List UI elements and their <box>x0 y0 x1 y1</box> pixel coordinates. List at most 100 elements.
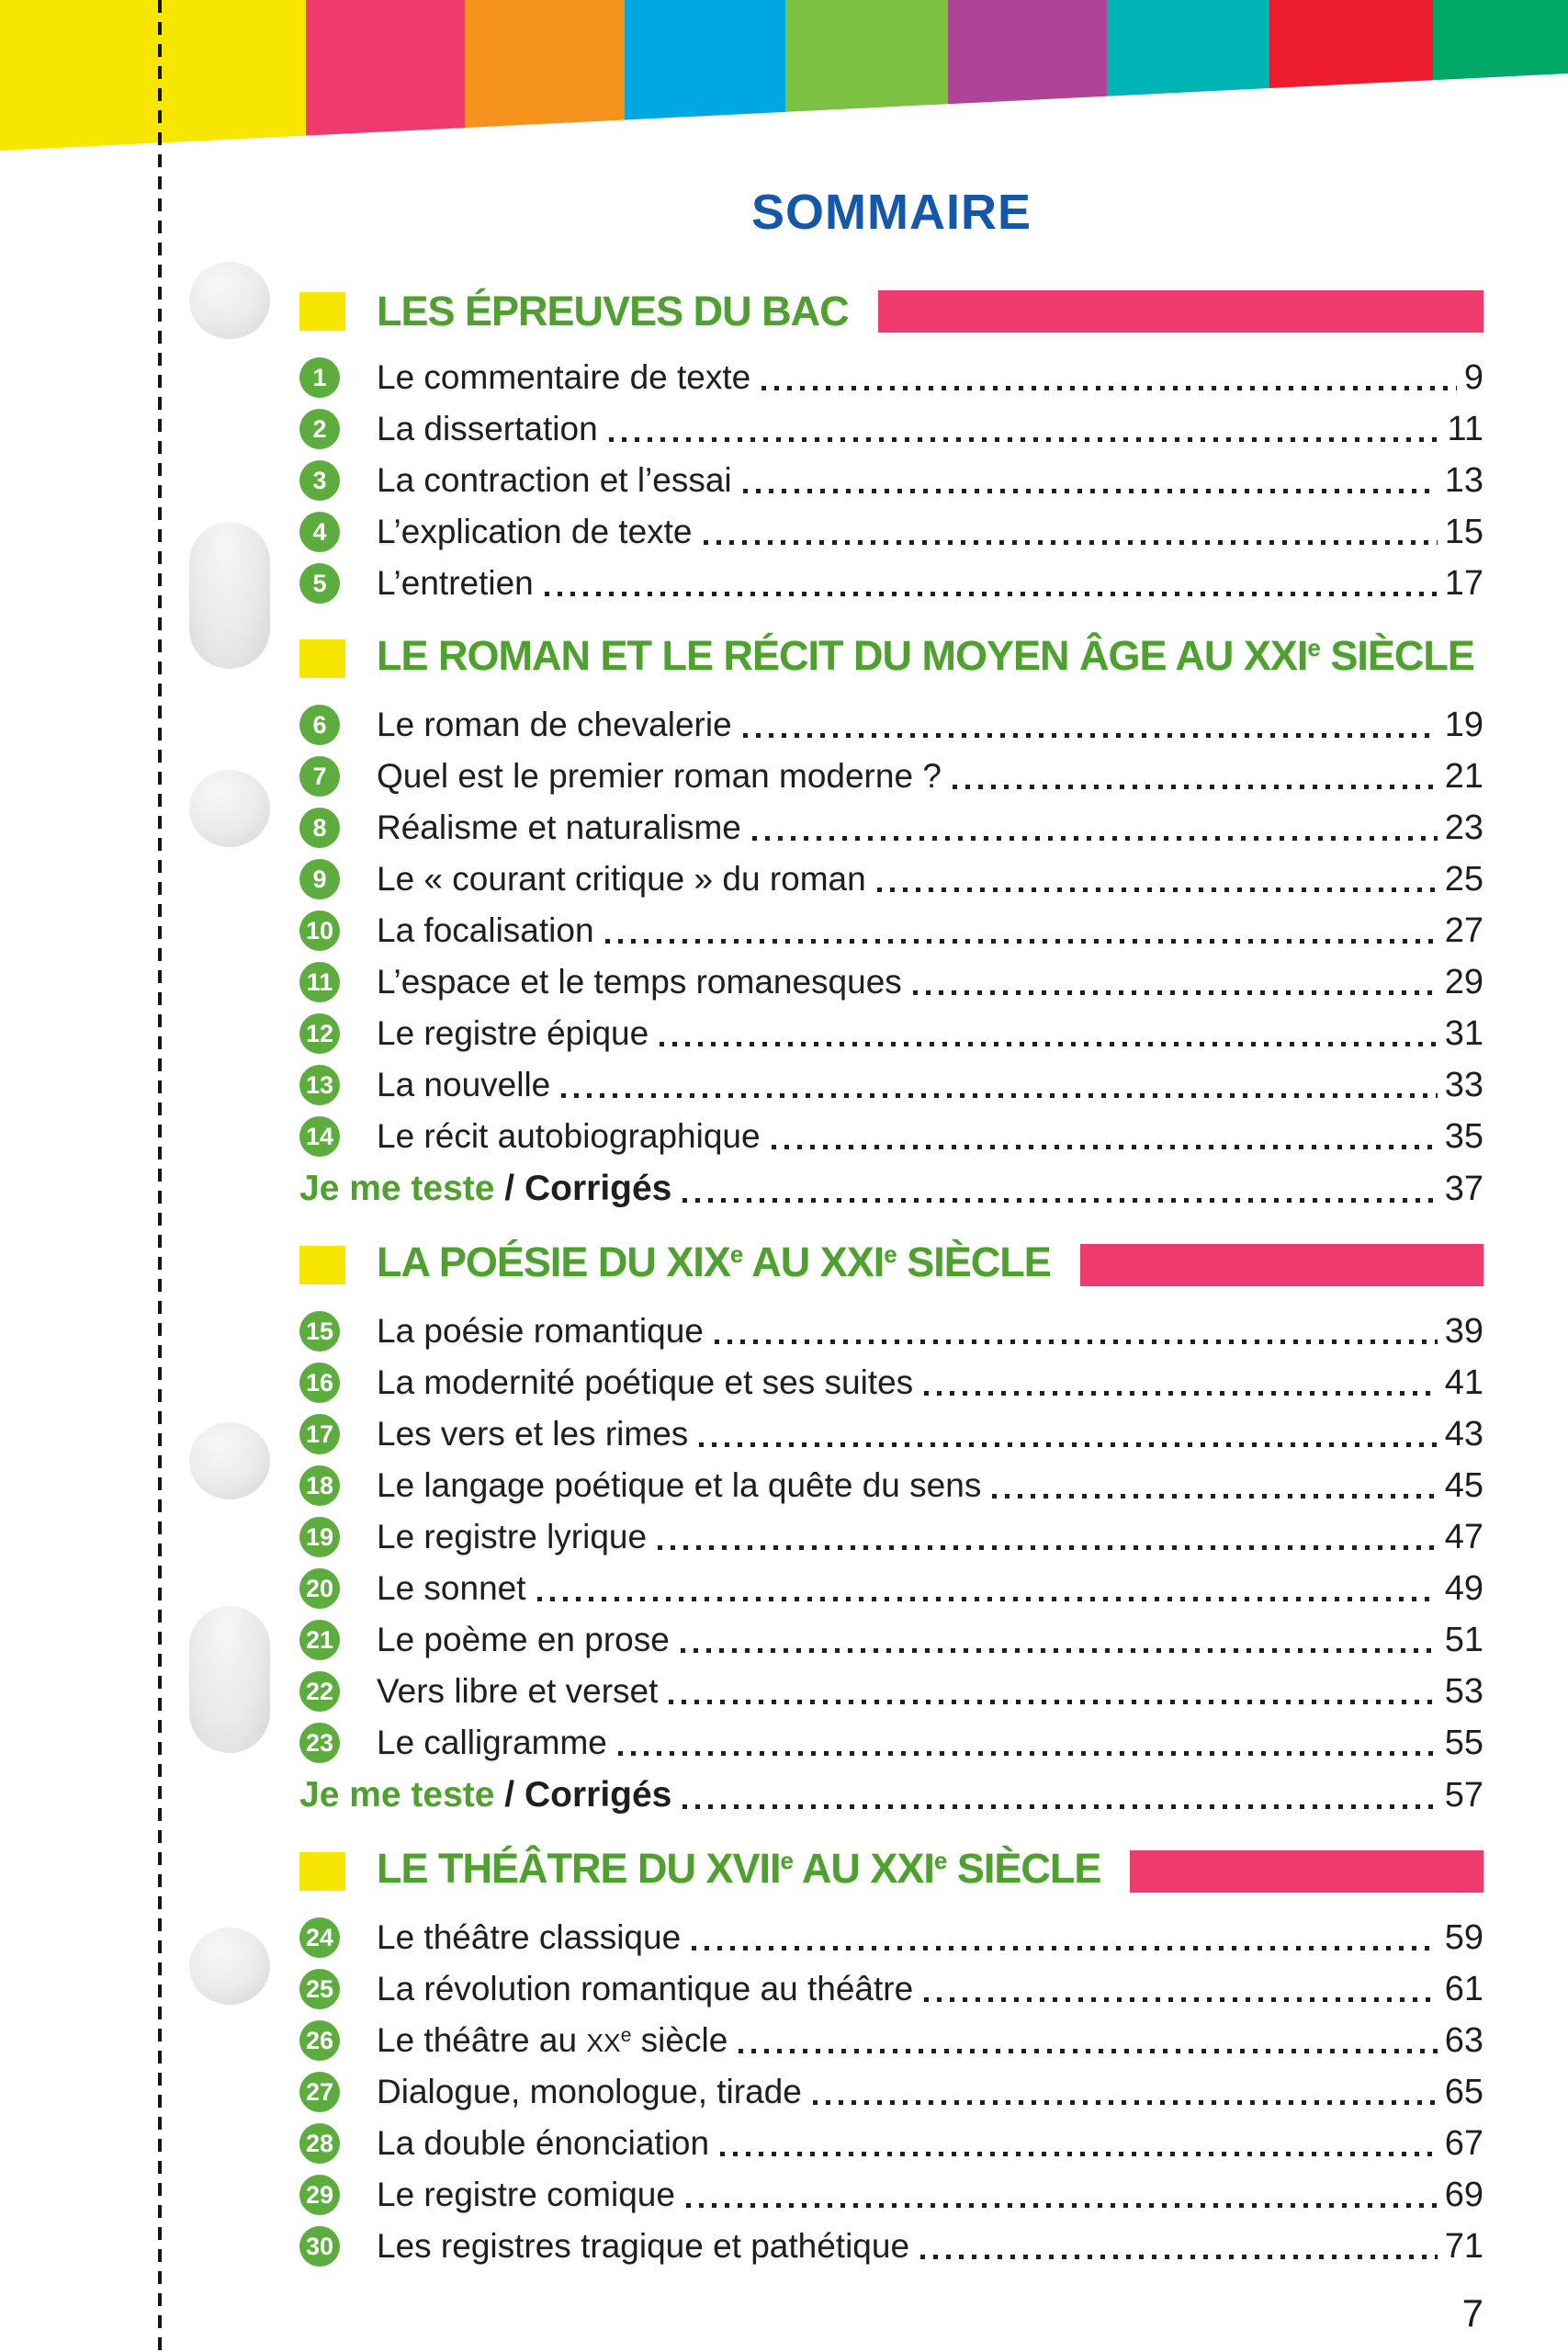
entry-page-ref: 37 <box>1444 1169 1483 1208</box>
entry-label: La poésie romantique <box>377 1312 704 1350</box>
toc-entry: 3 La contraction et l’essai 13 <box>299 459 1483 502</box>
entry-page-ref: 23 <box>1444 808 1483 847</box>
je-me-teste-label: Je me teste <box>299 1775 495 1815</box>
entry-number-badge: 26 <box>299 2020 340 2061</box>
entry-page-ref: 25 <box>1444 859 1483 899</box>
entry-number-badge: 7 <box>299 756 340 797</box>
dot-leader <box>751 836 1438 841</box>
dot-leader <box>604 939 1438 944</box>
superscript-e: e <box>729 1240 744 1268</box>
dot-leader <box>924 1391 1438 1396</box>
entry-number-badge: 16 <box>299 1363 340 1403</box>
toc-section: LES ÉPREUVES DU BAC 1 Le commentaire de te… <box>299 288 1483 605</box>
entry-label: Vers libre et verset <box>377 1672 659 1710</box>
entry-page-ref: 53 <box>1444 1671 1483 1711</box>
toc-entry: 28 La double énonciation 67 <box>299 2122 1483 2165</box>
entry-number-badge: 20 <box>299 1568 340 1609</box>
entry-number-badge: 24 <box>299 1917 340 1958</box>
banner-stripe <box>0 0 306 151</box>
binding-hole-circle <box>189 770 270 847</box>
entry-page-ref: 21 <box>1444 756 1483 796</box>
toc-entry: 4 L’explication de texte 15 <box>299 511 1483 553</box>
entry-page-ref: 65 <box>1444 2072 1483 2111</box>
dot-leader <box>771 1145 1438 1149</box>
entry-label: Le langage poétique et la quête du sens <box>377 1466 982 1504</box>
entry-number-badge: 14 <box>299 1116 340 1157</box>
section-marker-square <box>299 639 345 678</box>
entry-page-ref: 45 <box>1444 1465 1483 1505</box>
entry-number-badge: 10 <box>299 910 340 951</box>
je-me-teste-label: Je me teste <box>299 1169 495 1208</box>
text-run: SIÈCLE <box>946 1845 1102 1892</box>
binding-hole-pill <box>189 1606 270 1753</box>
section-title: LE THÉÂTRE DU XVIIe AU XXIe SIÈCLE <box>377 1845 1102 1897</box>
entry-number-badge: 30 <box>299 2226 340 2267</box>
binding-hole-circle <box>189 1422 270 1499</box>
entry-page-ref: 31 <box>1444 1013 1483 1053</box>
banner-stripe <box>948 0 1107 105</box>
banner-stripe <box>785 0 948 112</box>
toc-entry: 18 Le langage poétique et la quête du sen… <box>299 1464 1483 1507</box>
banner-stripe <box>625 0 785 120</box>
toc-sections: LES ÉPREUVES DU BAC 1 Le commentaire de te… <box>299 288 1483 2267</box>
binding-hole-pill <box>189 522 270 669</box>
entry-number-badge: 25 <box>299 1969 340 2009</box>
toc-entry: 26 Le théâtre au XXe siècle 63 <box>299 2019 1483 2062</box>
entry-label: La modernité poétique et ses suites <box>377 1363 914 1401</box>
entry-label: L’entretien <box>377 564 534 602</box>
entry-number-badge: 13 <box>299 1065 340 1105</box>
toc-entry: 25 La révolution romantique au théâtre 61 <box>299 1968 1483 2010</box>
entry-label: Le théâtre au XXe siècle <box>377 2021 728 2060</box>
entry-number-badge: 3 <box>299 460 340 501</box>
entry-number-badge: 6 <box>299 705 340 745</box>
superscript-e: e <box>620 2025 632 2046</box>
entry-page-ref: 9 <box>1463 357 1483 397</box>
text-run: SIÈCLE <box>896 1238 1052 1285</box>
entry-label: Réalisme et naturalisme <box>377 808 741 846</box>
toc-section: LE THÉÂTRE DU XVIIe AU XXIe SIÈCLE 24 Le t… <box>299 1845 1483 2267</box>
dot-leader <box>685 2203 1438 2208</box>
toc-entry: 6 Le roman de chevalerie 19 <box>299 704 1483 746</box>
section-header-bar <box>1130 1850 1483 1893</box>
entry-page-ref: 29 <box>1444 962 1483 1001</box>
corriges-label: / Corrigés <box>494 1775 672 1815</box>
section-title: LA POÉSIE DU XIXe AU XXIe SIÈCLE <box>377 1238 1052 1291</box>
entry-number-badge: 11 <box>299 962 340 1002</box>
entry-label: Quel est le premier roman moderne ? <box>377 757 942 795</box>
dot-leader <box>876 888 1438 892</box>
entry-label: Les registres tragique et pathétique <box>377 2227 910 2265</box>
entry-page-ref: 67 <box>1444 2123 1483 2163</box>
entry-label: L’explication de texte <box>377 513 693 550</box>
entry-number-badge: 4 <box>299 512 340 552</box>
dot-leader <box>742 733 1438 738</box>
section-title: LES ÉPREUVES DU BAC <box>377 288 850 334</box>
toc-entry: 23 Le calligramme 55 <box>299 1722 1483 1764</box>
entry-label: Le registre épique <box>377 1014 649 1052</box>
superscript-e: e <box>780 1847 795 1874</box>
toc-entry: 29 Le registre comique 69 <box>299 2174 1483 2216</box>
entry-page-ref: 71 <box>1444 2226 1483 2266</box>
entry-label: Le sonnet <box>377 1569 526 1607</box>
dot-leader <box>692 1946 1438 1951</box>
toc-entry: 13 La nouvelle 33 <box>299 1064 1483 1106</box>
entry-number-badge: 15 <box>299 1311 340 1351</box>
dot-leader <box>617 1751 1438 1756</box>
top-color-banner <box>0 0 1568 151</box>
entry-page-ref: 69 <box>1444 2175 1483 2214</box>
toc-entry: 12 Le registre épique 31 <box>299 1012 1483 1055</box>
superscript-e: e <box>1307 634 1321 662</box>
entry-page-ref: 55 <box>1444 1723 1483 1762</box>
je-me-teste-entry: Je me teste / Corrigés 57 <box>299 1773 1483 1817</box>
entry-page-ref: 13 <box>1444 460 1483 500</box>
entry-label: Le roman de chevalerie <box>377 706 732 743</box>
toc-entry: 17 Les vers et les rimes 43 <box>299 1413 1483 1455</box>
toc-entry: 9 Le « courant critique » du roman 25 <box>299 858 1483 900</box>
entry-page-ref: 35 <box>1444 1116 1483 1156</box>
small-caps-numeral: XX <box>586 2029 621 2057</box>
entry-label: Le poème en prose <box>377 1621 670 1658</box>
entry-page-ref: 39 <box>1444 1311 1483 1351</box>
toc-entry: 2 La dissertation 11 <box>299 408 1483 450</box>
toc-entry: 21 Le poème en prose 51 <box>299 1619 1483 1661</box>
entry-label: La nouvelle <box>377 1066 551 1103</box>
